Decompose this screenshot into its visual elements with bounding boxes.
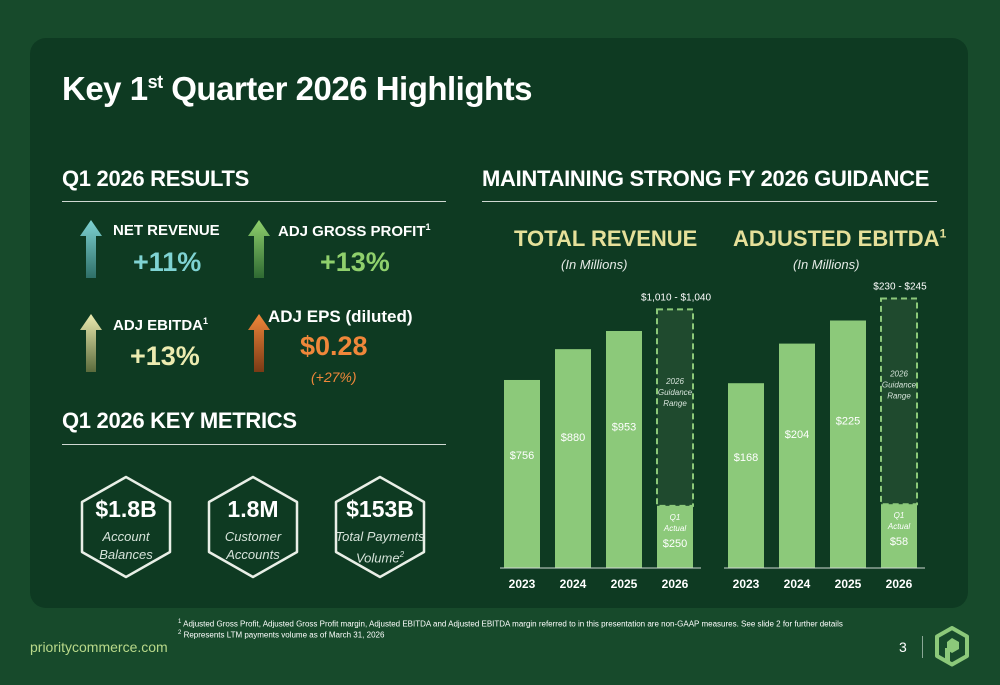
results-heading: Q1 2026 RESULTS [62,166,250,191]
page-number: 3 [899,639,907,655]
q1-label: Q1 [894,511,905,520]
data-label: $204 [785,429,809,441]
metric-account-balances: $1.8B Account Balances [78,474,174,580]
x-tick-label: 2023 [509,577,536,591]
footer-divider [922,636,923,658]
metric-label: Total Payments Volume2 [335,529,425,566]
bar-2024 [779,343,815,568]
data-label: $880 [561,432,585,444]
metric-value: $153B [346,496,414,522]
metric-label: Customer Accounts [224,529,282,562]
guidance-range-text: Guidance [658,388,693,397]
metric-value: 1.8M [227,496,279,522]
guidance-range-text: Range [887,392,911,401]
bar-2025 [830,320,866,568]
ebitda-chart-subtitle: (In Millions) [793,257,860,272]
bar-2024 [555,349,591,568]
adj-eps-label: ADJ EPS (diluted) [268,307,413,326]
x-tick-label: 2026 [662,577,689,591]
actual-label: Actual [663,524,686,533]
revenue-bar-chart: $756 2023 $880 2024 $953 2025 $1,010 - $1,040 2… [500,292,711,591]
page-title: Key 1st Quarter 2026 Highlights [62,70,533,107]
up-arrow-icon [80,314,102,372]
x-tick-label: 2024 [784,577,811,591]
adj-eps-value: $0.28 [300,331,368,361]
hexagon-icon [334,475,426,579]
x-tick-label: 2026 [886,577,913,591]
footnote-1: 1 Adjusted Gross Profit, Adjusted Gross … [178,619,843,629]
x-tick-label: 2025 [835,577,862,591]
bar-2026 [881,504,917,568]
guidance-range-label: $1,010 - $1,040 [641,292,711,303]
data-label: $953 [612,422,636,434]
up-arrow-icon [248,220,270,278]
website-link[interactable]: prioritycommerce.com [30,639,168,655]
up-arrow-icon [248,314,270,372]
data-label: $756 [510,450,534,462]
results-rule [62,201,446,202]
metric-label: Account Balances [99,529,153,562]
bar-2025 [606,330,642,568]
guidance-range-box [880,297,918,506]
guidance-range-text: Range [663,399,687,408]
net-revenue-value: +11% [133,247,202,277]
footnote-2: 2 Represents LTM payments volume as of M… [178,630,385,640]
revenue-chart-subtitle: (In Millions) [561,257,628,272]
metrics-rule [62,444,446,445]
guidance-range-text: 2026 [889,370,908,379]
metric-value: $1.8B [95,496,157,522]
guidance-range-label: $230 - $245 [873,282,927,293]
ebitda-chart-title: ADJUSTED EBITDA1 [733,226,947,251]
metric-customer-accounts: 1.8M Customer Accounts [205,474,301,580]
adj-ebitda-label: ADJ EBITDA1 [113,316,209,334]
up-arrow-icon [80,220,102,278]
metric-total-payments-volume: $153B Total Payments Volume2 [332,474,428,580]
guidance-range-text: Guidance [882,381,917,390]
x-tick-label: 2024 [560,577,587,591]
revenue-chart-title: TOTAL REVENUE [514,226,698,251]
adj-gross-profit-label: ADJ GROSS PROFIT1 [278,222,431,240]
adj-eps-change: (+27%) [311,369,357,385]
data-label: $250 [663,538,687,550]
ebitda-bar-chart: $168 2023 $204 2024 $225 2025 $230 - $245 2026 G… [724,282,927,591]
priority-logo-icon [935,626,969,667]
bar-2023 [728,383,764,568]
metrics-heading: Q1 2026 KEY METRICS [62,408,297,433]
x-tick-label: 2025 [611,577,638,591]
hexagon-icon [207,475,299,579]
net-revenue-label: NET REVENUE [113,222,220,239]
data-label: $168 [734,452,758,464]
data-label: $225 [836,415,860,427]
actual-label: Actual [887,522,910,531]
guidance-heading: MAINTAINING STRONG FY 2026 GUIDANCE [482,166,930,191]
q1-label: Q1 [670,513,681,522]
adj-ebitda-value: +13% [130,341,200,371]
bar-2023 [504,379,540,568]
guidance-rule [482,201,937,202]
data-label: $58 [890,536,908,548]
x-tick-label: 2023 [733,577,760,591]
guidance-range-text: 2026 [665,377,684,386]
guidance-range-box [656,308,694,507]
adj-gross-profit-value: +13% [320,247,390,277]
hexagon-icon [80,475,172,579]
bar-2026 [657,505,693,568]
